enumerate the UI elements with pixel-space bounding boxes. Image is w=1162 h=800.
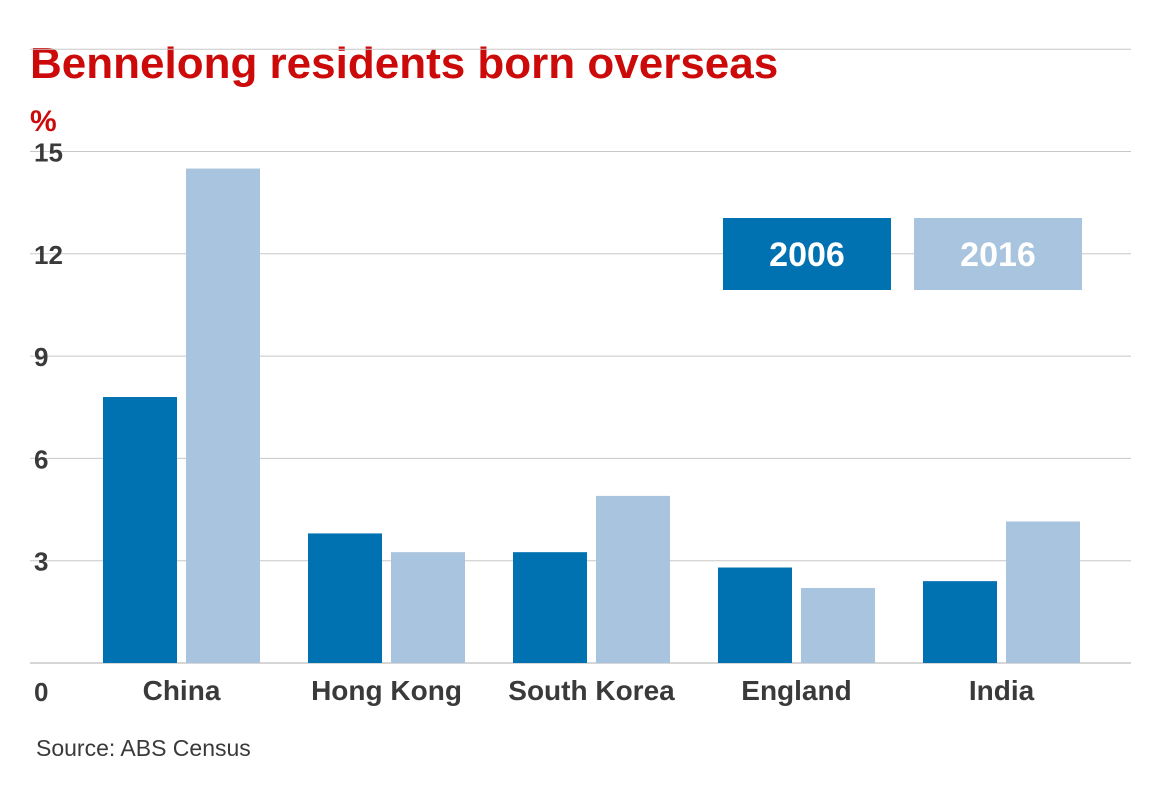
- bar-2016-china: [186, 168, 260, 664]
- y-tick-label: 6: [34, 444, 48, 474]
- x-axis-labels: China Hong Kong South Korea England India: [143, 675, 1035, 706]
- bar-2006-china: [103, 397, 177, 663]
- legend: 2006 2016: [723, 218, 1082, 290]
- legend-label-2016: 2016: [960, 236, 1036, 274]
- bar-2016-england: [801, 587, 875, 663]
- y-tick-label: 15: [34, 138, 63, 168]
- chart-title: Bennelong residents born overseas: [30, 39, 778, 88]
- bar-2016-south-korea: [596, 495, 670, 663]
- bar-2016-hong-kong: [391, 552, 465, 663]
- bar-2006-hong-kong: [308, 533, 382, 663]
- source-note: Source: ABS Census: [36, 735, 251, 761]
- x-tick-label: India: [969, 675, 1035, 706]
- x-tick-label: England: [741, 675, 851, 706]
- y-axis-ticks: 0 3 6 9 12 15: [34, 138, 63, 708]
- y-tick-label: 9: [34, 342, 48, 372]
- y-axis-unit-label: %: [30, 105, 57, 138]
- bar-2016-india: [1006, 521, 1080, 663]
- x-tick-label: China: [143, 675, 221, 706]
- bar-2006-india: [923, 581, 997, 663]
- legend-swatch-2006: [723, 218, 891, 290]
- x-tick-label: Hong Kong: [311, 675, 462, 706]
- y-tick-label: 3: [34, 547, 48, 577]
- bar-2006-south-korea: [513, 552, 587, 663]
- bars: [103, 168, 1080, 664]
- y-tick-label: 12: [34, 240, 63, 270]
- y-tick-label: 0: [34, 677, 48, 707]
- bar-2006-england: [718, 567, 792, 663]
- x-tick-label: South Korea: [508, 675, 675, 706]
- legend-label-2006: 2006: [769, 236, 845, 274]
- legend-swatch-2016: [914, 218, 1082, 290]
